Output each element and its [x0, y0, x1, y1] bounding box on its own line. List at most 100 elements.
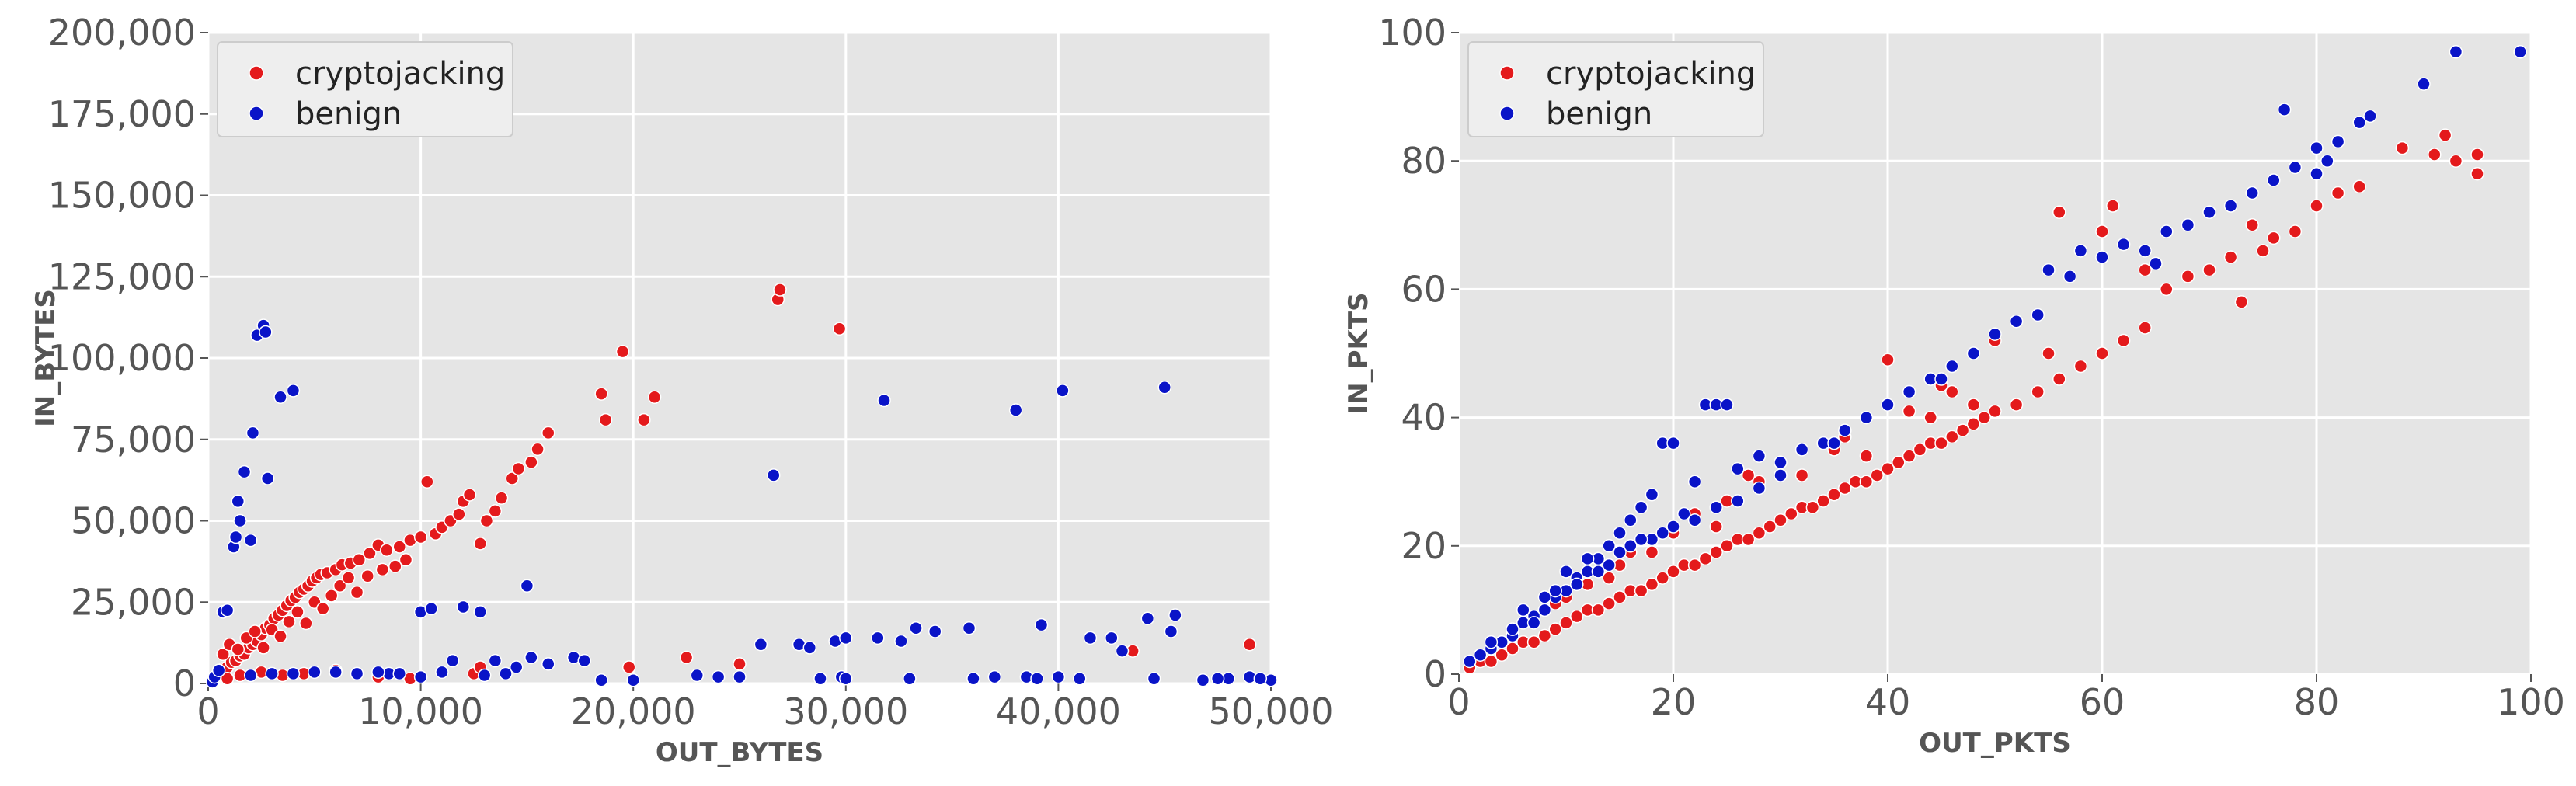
y-tick-label: 175,000: [48, 93, 196, 135]
data-point-cryptojacking: [488, 504, 503, 518]
data-point-cryptojacking: [399, 553, 413, 567]
data-point-cryptojacking: [452, 507, 466, 521]
x-axis-label: OUT_PKTS: [1919, 728, 2071, 759]
data-point-benign: [260, 471, 275, 485]
data-point-benign: [2245, 186, 2259, 200]
data-point-benign: [473, 605, 487, 619]
data-point-cryptojacking: [282, 614, 296, 629]
data-point-cryptojacking: [2352, 179, 2366, 193]
data-point-benign: [477, 668, 492, 683]
data-point-benign: [2417, 77, 2431, 91]
data-point-cryptojacking: [1859, 475, 1874, 489]
data-point-benign: [2160, 224, 2174, 238]
data-point-benign: [1902, 384, 1916, 399]
data-point-cryptojacking: [380, 543, 394, 557]
data-point-cryptojacking: [1591, 603, 1606, 617]
data-point-cryptojacking: [388, 559, 402, 573]
data-point-cryptojacking: [1859, 449, 1874, 463]
data-point-benign: [2031, 308, 2045, 322]
data-point-cryptojacking: [1966, 417, 1981, 431]
data-point-cryptojacking: [1955, 423, 1970, 437]
data-point-cryptojacking: [1838, 481, 1852, 496]
data-point-benign: [2095, 250, 2109, 264]
data-point-benign: [690, 668, 705, 683]
data-point-benign: [1051, 669, 1066, 684]
data-point-benign: [2009, 314, 2024, 329]
data-point-cryptojacking: [2009, 398, 2024, 412]
data-point-cryptojacking: [1752, 526, 1767, 541]
data-point-benign: [2267, 173, 2281, 187]
data-point-benign: [1966, 346, 1981, 360]
data-point-cryptojacking: [216, 647, 230, 662]
data-point-cryptojacking: [1977, 410, 1991, 425]
data-point-benign: [1655, 526, 1669, 541]
data-point-benign: [1859, 410, 1874, 425]
data-point-benign: [2277, 103, 2292, 117]
data-point-cryptojacking: [2052, 372, 2066, 386]
data-point-benign: [228, 530, 243, 544]
data-point-benign: [2116, 237, 2131, 252]
x-tick-label: 10,000: [358, 690, 483, 732]
data-point-benign: [2063, 270, 2077, 283]
data-point-cryptojacking: [2138, 263, 2152, 277]
data-point-benign: [754, 637, 768, 652]
data-point-benign: [1752, 481, 1767, 496]
data-point-cryptojacking: [1827, 487, 1841, 502]
data-point-benign: [1083, 631, 1098, 645]
x-tick-label: 80: [2294, 681, 2340, 723]
legend: [217, 41, 513, 137]
data-point-benign: [1147, 671, 1161, 686]
data-point-benign: [499, 666, 513, 681]
data-point-benign: [1709, 500, 1723, 514]
data-point-benign: [1559, 565, 1573, 579]
data-point-cryptojacking: [733, 657, 747, 671]
y-tick-label: 25,000: [71, 581, 196, 623]
data-point-cryptojacking: [479, 513, 494, 528]
data-point-benign: [445, 653, 460, 668]
data-point-cryptojacking: [473, 537, 487, 551]
data-point-benign: [488, 653, 503, 668]
data-point-cryptojacking: [420, 475, 434, 489]
data-point-cryptojacking: [413, 530, 428, 544]
data-point-cryptojacking: [524, 455, 538, 469]
legend-marker-benign: [1499, 106, 1515, 121]
data-point-benign: [1473, 648, 1488, 662]
data-point-cryptojacking: [1698, 551, 1713, 566]
data-point-cryptojacking: [315, 601, 330, 616]
data-point-benign: [2138, 244, 2152, 258]
data-point-benign: [1570, 577, 1584, 592]
data-point-cryptojacking: [231, 642, 245, 656]
data-point-cryptojacking: [531, 442, 545, 457]
data-point-benign: [2331, 134, 2345, 149]
data-point-cryptojacking: [1902, 404, 1916, 419]
data-point-cryptojacking: [1655, 571, 1669, 585]
y-tick-label: 0: [1424, 653, 1446, 695]
data-point-cryptojacking: [350, 585, 364, 600]
x-tick-label: 20,000: [571, 690, 696, 732]
data-point-benign: [1634, 532, 1648, 547]
data-point-benign: [2181, 218, 2195, 232]
data-point-cryptojacking: [2470, 166, 2484, 181]
data-point-benign: [871, 631, 885, 645]
data-point-benign: [1687, 475, 1702, 489]
data-point-benign: [329, 665, 343, 680]
data-point-benign: [273, 390, 287, 405]
y-tick-label: 0: [173, 663, 196, 704]
data-point-benign: [877, 393, 891, 408]
x-tick-label: 30,000: [783, 690, 908, 732]
data-point-cryptojacking: [2438, 128, 2452, 142]
data-point-benign: [413, 669, 428, 684]
x-tick-label: 0: [197, 690, 219, 732]
data-point-cryptojacking: [2106, 199, 2120, 213]
data-point-cryptojacking: [1881, 461, 1895, 476]
data-point-cryptojacking: [1934, 436, 1948, 450]
data-point-benign: [1210, 671, 1225, 686]
data-point-cryptojacking: [2073, 359, 2088, 374]
data-point-benign: [2223, 199, 2238, 213]
data-point-benign: [1164, 624, 1178, 638]
data-point-cryptojacking: [2288, 224, 2303, 238]
data-point-cryptojacking: [299, 616, 313, 631]
data-point-benign: [245, 426, 260, 440]
data-point-benign: [1613, 526, 1627, 541]
chart-in-bytes-vs-out-bytes: 0 10,000 20,000 30,000 40,000 50,000 0 25,000 50…: [30, 12, 1333, 768]
